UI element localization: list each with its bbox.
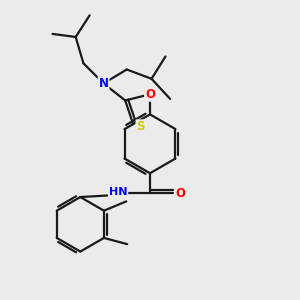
- Text: O: O: [145, 88, 155, 101]
- Text: S: S: [136, 120, 145, 133]
- Text: N: N: [99, 77, 109, 90]
- Text: HN: HN: [109, 187, 128, 197]
- Text: O: O: [175, 187, 185, 200]
